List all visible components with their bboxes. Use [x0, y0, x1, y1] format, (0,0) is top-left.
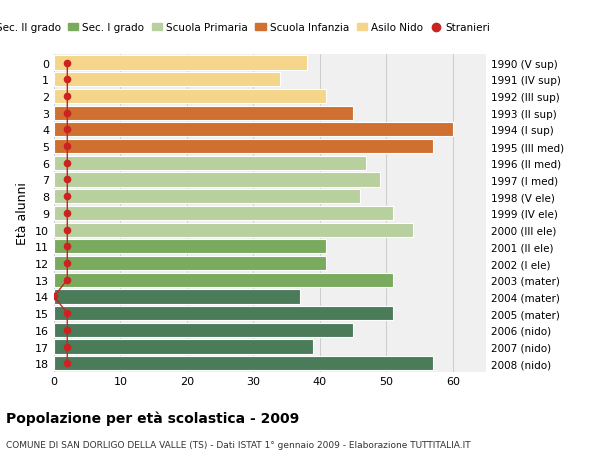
Bar	[54, 56, 307, 71]
Bar	[54, 190, 360, 204]
Bar	[54, 356, 433, 370]
Text: COMUNE DI SAN DORLIGO DELLA VALLE (TS) - Dati ISTAT 1° gennaio 2009 - Elaborazio: COMUNE DI SAN DORLIGO DELLA VALLE (TS) -…	[6, 440, 470, 449]
Bar	[54, 323, 353, 337]
Bar	[54, 306, 393, 320]
Bar	[54, 90, 326, 104]
Bar	[54, 123, 453, 137]
Bar	[54, 106, 353, 121]
Text: Popolazione per età scolastica - 2009: Popolazione per età scolastica - 2009	[6, 411, 299, 425]
Legend: Sec. II grado, Sec. I grado, Scuola Primaria, Scuola Infanzia, Asilo Nido, Stran: Sec. II grado, Sec. I grado, Scuola Prim…	[0, 19, 494, 37]
Bar	[54, 257, 326, 270]
Bar	[54, 273, 393, 287]
Bar	[54, 157, 367, 170]
Y-axis label: Età alunni: Età alunni	[16, 182, 29, 245]
Bar	[54, 73, 280, 87]
Bar	[54, 290, 300, 304]
Bar	[54, 223, 413, 237]
Bar	[54, 207, 393, 220]
Bar	[54, 340, 313, 354]
Bar	[54, 140, 433, 154]
Bar	[54, 173, 380, 187]
Bar	[54, 240, 326, 254]
